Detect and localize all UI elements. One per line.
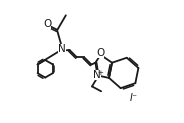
Text: O: O — [96, 48, 104, 58]
Text: N: N — [93, 70, 101, 80]
Text: O: O — [43, 19, 51, 29]
Text: I⁻: I⁻ — [130, 93, 138, 103]
Text: N: N — [58, 44, 66, 54]
Text: +: + — [98, 70, 103, 76]
